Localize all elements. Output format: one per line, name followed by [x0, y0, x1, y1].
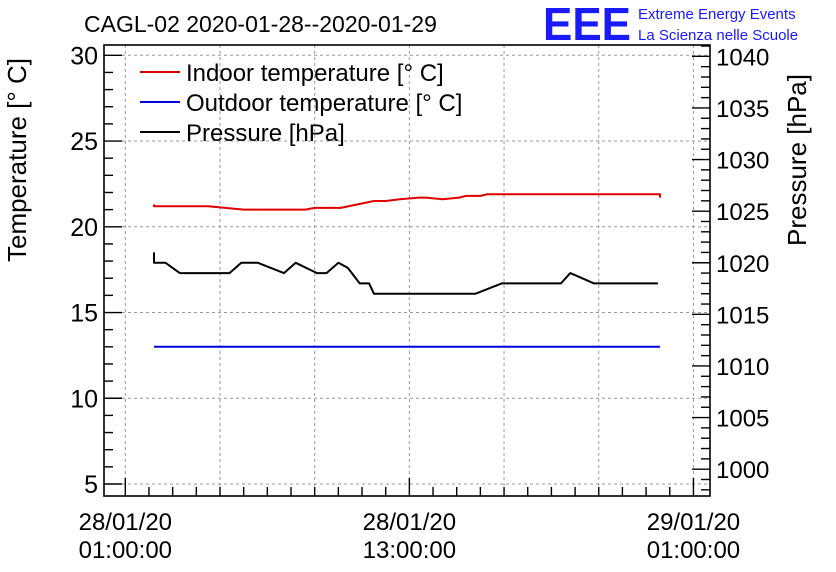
y2-tick-label: 1015: [716, 302, 769, 329]
x-tick-label-time: 01:00:00: [647, 537, 740, 564]
y-tick-label: 10: [70, 385, 98, 413]
x-tick-label-date: 28/01/20: [363, 509, 456, 536]
grid-lines: [104, 45, 710, 496]
plot-frame: [103, 44, 711, 497]
y-tick-label: 20: [70, 214, 98, 242]
legend-label: Indoor temperature [° C]: [186, 60, 444, 87]
y2-tick-label: 1000: [716, 457, 769, 484]
y-tick-label: 15: [70, 300, 98, 328]
x-tick-label-date: 28/01/20: [79, 509, 172, 536]
tick-labels: 5101520253010001005101010151020102510301…: [70, 42, 769, 564]
y2-tick-label: 1005: [716, 406, 769, 433]
legend-label: Outdoor temperature [° C]: [186, 90, 462, 117]
y2-tick-label: 1025: [716, 199, 769, 226]
series-line-1: [153, 193, 661, 211]
y-tick-label: 5: [84, 471, 98, 499]
y2-axis-label: Pressure [hPa]: [782, 74, 812, 246]
eee-logo-text: EEE: [543, 2, 631, 44]
x-tick-label-time: 13:00:00: [363, 537, 456, 564]
x-tick-label-time: 01:00:00: [79, 537, 172, 564]
y-tick-label: 25: [70, 128, 98, 156]
y-axis-label: Temperature [° C]: [2, 58, 32, 262]
legend-label: Pressure [hPa]: [186, 120, 345, 147]
y2-tick-label: 1020: [716, 251, 769, 278]
x-tick-label-date: 29/01/20: [647, 509, 740, 536]
y-tick-label: 30: [70, 42, 98, 70]
legend: Indoor temperature [° C] Outdoor temperat…: [140, 60, 462, 147]
y2-tick-label: 1010: [716, 354, 769, 381]
eee-caption: Extreme Energy Events La Scienza nelle S…: [638, 4, 798, 46]
eee-logo: EEE: [543, 2, 631, 44]
axis-ticks: [104, 45, 710, 496]
eee-caption-line1: Extreme Energy Events: [638, 6, 796, 23]
data-series: [153, 193, 661, 348]
eee-caption-line2: La Scienza nelle Scuole: [638, 27, 799, 44]
y2-tick-label: 1030: [716, 148, 769, 175]
chart-title: CAGL-02 2020-01-28--2020-01-29: [84, 11, 437, 37]
y2-tick-label: 1035: [716, 96, 769, 123]
y2-tick-label: 1040: [716, 44, 769, 71]
series-line-3: [153, 252, 658, 295]
